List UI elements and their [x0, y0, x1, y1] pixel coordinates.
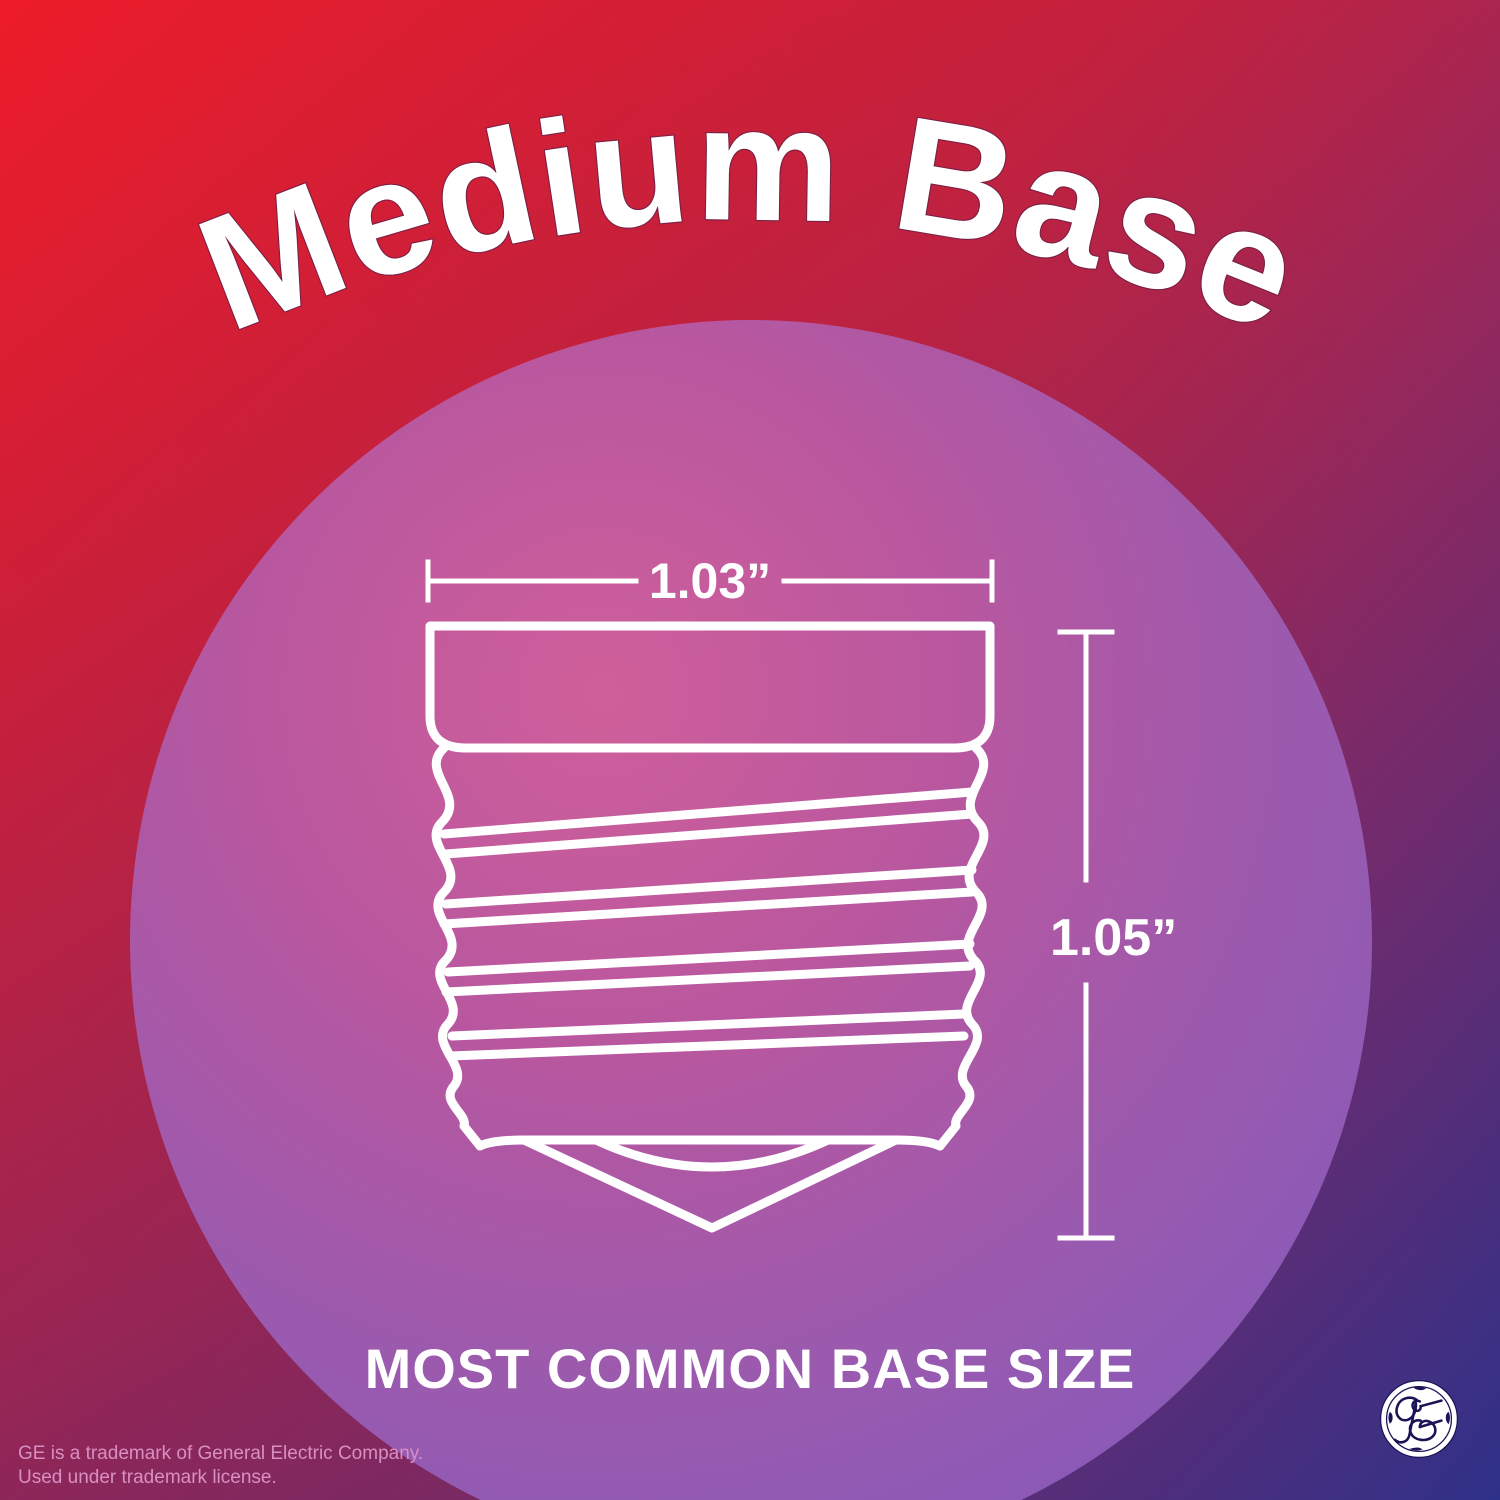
- svg-text:Used under trademark license.: Used under trademark license.: [18, 1467, 277, 1488]
- svg-text:1.03”: 1.03”: [649, 553, 771, 609]
- svg-text:1.05”: 1.05”: [1050, 909, 1177, 967]
- svg-text:GE is a trademark of General E: GE is a trademark of General Electric Co…: [18, 1443, 423, 1464]
- svg-text:MOST COMMON BASE SIZE: MOST COMMON BASE SIZE: [365, 1337, 1136, 1400]
